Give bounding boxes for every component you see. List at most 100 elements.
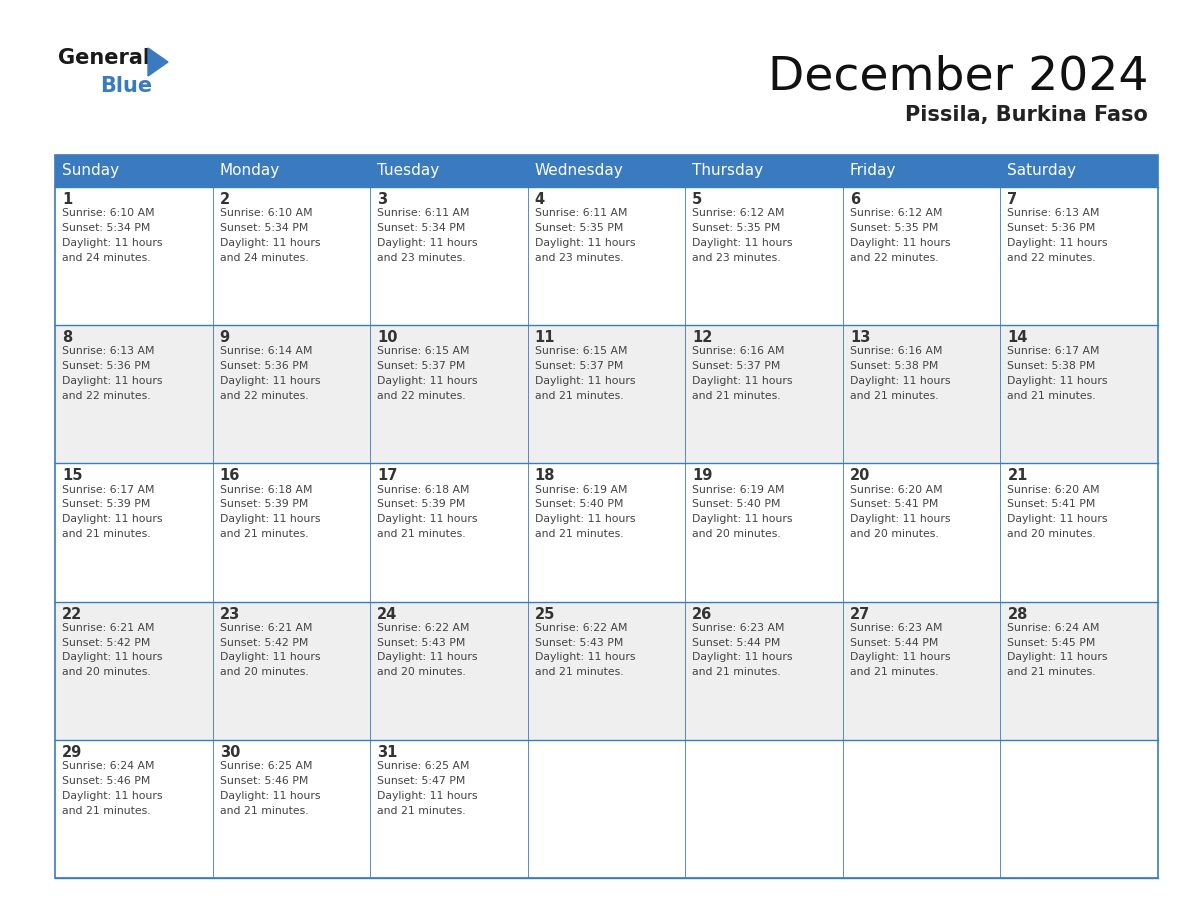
Bar bbox=[842, 325, 1000, 464]
Text: Daylight: 11 hours: Daylight: 11 hours bbox=[693, 238, 792, 248]
Text: and 23 minutes.: and 23 minutes. bbox=[377, 252, 466, 263]
Text: 15: 15 bbox=[62, 468, 82, 484]
Bar bbox=[213, 740, 371, 878]
Text: 7: 7 bbox=[1007, 192, 1018, 207]
Text: Daylight: 11 hours: Daylight: 11 hours bbox=[1007, 653, 1108, 663]
Bar bbox=[527, 601, 685, 740]
Text: Sunset: 5:40 PM: Sunset: 5:40 PM bbox=[535, 499, 624, 509]
Text: 24: 24 bbox=[377, 607, 398, 621]
Text: Sunset: 5:44 PM: Sunset: 5:44 PM bbox=[693, 638, 781, 648]
Text: Sunset: 5:41 PM: Sunset: 5:41 PM bbox=[1007, 499, 1095, 509]
Text: Daylight: 11 hours: Daylight: 11 hours bbox=[1007, 238, 1108, 248]
Text: and 21 minutes.: and 21 minutes. bbox=[535, 667, 624, 677]
Text: Blue: Blue bbox=[100, 76, 152, 96]
Text: Sunset: 5:39 PM: Sunset: 5:39 PM bbox=[220, 499, 308, 509]
Text: and 20 minutes.: and 20 minutes. bbox=[693, 529, 781, 539]
Bar bbox=[1000, 601, 1158, 740]
Text: Sunrise: 6:11 AM: Sunrise: 6:11 AM bbox=[377, 208, 469, 218]
Text: and 21 minutes.: and 21 minutes. bbox=[377, 806, 466, 815]
Text: 19: 19 bbox=[693, 468, 713, 484]
Text: 21: 21 bbox=[1007, 468, 1028, 484]
Text: and 23 minutes.: and 23 minutes. bbox=[535, 252, 624, 263]
Text: 28: 28 bbox=[1007, 607, 1028, 621]
Text: and 20 minutes.: and 20 minutes. bbox=[220, 667, 309, 677]
Text: Sunrise: 6:19 AM: Sunrise: 6:19 AM bbox=[535, 485, 627, 495]
Bar bbox=[371, 187, 527, 325]
Text: Daylight: 11 hours: Daylight: 11 hours bbox=[62, 514, 163, 524]
Text: Sunset: 5:43 PM: Sunset: 5:43 PM bbox=[377, 638, 466, 648]
Text: Sunset: 5:39 PM: Sunset: 5:39 PM bbox=[62, 499, 151, 509]
Text: 4: 4 bbox=[535, 192, 545, 207]
Text: Sunset: 5:38 PM: Sunset: 5:38 PM bbox=[1007, 362, 1095, 371]
Text: Sunrise: 6:22 AM: Sunrise: 6:22 AM bbox=[377, 622, 469, 633]
Text: Daylight: 11 hours: Daylight: 11 hours bbox=[377, 514, 478, 524]
Bar bbox=[527, 187, 685, 325]
Text: and 22 minutes.: and 22 minutes. bbox=[220, 391, 308, 401]
Text: 8: 8 bbox=[62, 330, 72, 345]
Text: 10: 10 bbox=[377, 330, 398, 345]
Text: Sunset: 5:36 PM: Sunset: 5:36 PM bbox=[220, 362, 308, 371]
Text: and 22 minutes.: and 22 minutes. bbox=[377, 391, 466, 401]
Text: and 22 minutes.: and 22 minutes. bbox=[849, 252, 939, 263]
Text: and 22 minutes.: and 22 minutes. bbox=[62, 391, 151, 401]
Text: Daylight: 11 hours: Daylight: 11 hours bbox=[849, 514, 950, 524]
Text: Wednesday: Wednesday bbox=[535, 163, 624, 178]
Text: Sunrise: 6:10 AM: Sunrise: 6:10 AM bbox=[220, 208, 312, 218]
Bar bbox=[1000, 187, 1158, 325]
Text: General: General bbox=[58, 48, 150, 68]
Text: Sunset: 5:34 PM: Sunset: 5:34 PM bbox=[62, 223, 151, 233]
Text: Sunrise: 6:25 AM: Sunrise: 6:25 AM bbox=[220, 761, 312, 771]
Text: Sunrise: 6:12 AM: Sunrise: 6:12 AM bbox=[693, 208, 785, 218]
Text: Daylight: 11 hours: Daylight: 11 hours bbox=[220, 238, 320, 248]
Text: Daylight: 11 hours: Daylight: 11 hours bbox=[693, 514, 792, 524]
Text: and 21 minutes.: and 21 minutes. bbox=[220, 806, 308, 815]
Text: Sunset: 5:46 PM: Sunset: 5:46 PM bbox=[220, 776, 308, 786]
Bar bbox=[842, 740, 1000, 878]
Text: 18: 18 bbox=[535, 468, 555, 484]
Bar bbox=[1000, 464, 1158, 601]
Text: Sunrise: 6:13 AM: Sunrise: 6:13 AM bbox=[1007, 208, 1100, 218]
Text: Sunset: 5:47 PM: Sunset: 5:47 PM bbox=[377, 776, 466, 786]
Text: Daylight: 11 hours: Daylight: 11 hours bbox=[535, 514, 636, 524]
Text: Sunrise: 6:10 AM: Sunrise: 6:10 AM bbox=[62, 208, 154, 218]
Bar bbox=[842, 601, 1000, 740]
Text: Sunrise: 6:22 AM: Sunrise: 6:22 AM bbox=[535, 622, 627, 633]
Text: and 21 minutes.: and 21 minutes. bbox=[220, 529, 308, 539]
Text: Daylight: 11 hours: Daylight: 11 hours bbox=[849, 653, 950, 663]
Bar bbox=[371, 325, 527, 464]
Bar bbox=[371, 740, 527, 878]
Text: Daylight: 11 hours: Daylight: 11 hours bbox=[377, 790, 478, 800]
Text: 30: 30 bbox=[220, 744, 240, 760]
Text: Sunrise: 6:16 AM: Sunrise: 6:16 AM bbox=[693, 346, 785, 356]
Bar bbox=[685, 601, 842, 740]
Text: and 21 minutes.: and 21 minutes. bbox=[1007, 391, 1097, 401]
Text: 3: 3 bbox=[377, 192, 387, 207]
Bar bbox=[1000, 740, 1158, 878]
Text: Tuesday: Tuesday bbox=[377, 163, 440, 178]
Bar bbox=[55, 740, 213, 878]
Text: Sunset: 5:43 PM: Sunset: 5:43 PM bbox=[535, 638, 623, 648]
Text: Daylight: 11 hours: Daylight: 11 hours bbox=[377, 653, 478, 663]
Text: Sunset: 5:35 PM: Sunset: 5:35 PM bbox=[849, 223, 939, 233]
Text: Daylight: 11 hours: Daylight: 11 hours bbox=[849, 376, 950, 386]
Bar bbox=[55, 325, 213, 464]
Text: Daylight: 11 hours: Daylight: 11 hours bbox=[62, 376, 163, 386]
Text: Sunrise: 6:24 AM: Sunrise: 6:24 AM bbox=[62, 761, 154, 771]
Text: Sunset: 5:42 PM: Sunset: 5:42 PM bbox=[220, 638, 308, 648]
Text: and 21 minutes.: and 21 minutes. bbox=[693, 667, 781, 677]
Text: and 20 minutes.: and 20 minutes. bbox=[377, 667, 466, 677]
Text: Sunrise: 6:21 AM: Sunrise: 6:21 AM bbox=[220, 622, 312, 633]
Text: Sunset: 5:46 PM: Sunset: 5:46 PM bbox=[62, 776, 151, 786]
Text: 16: 16 bbox=[220, 468, 240, 484]
Polygon shape bbox=[148, 48, 168, 76]
Bar bbox=[527, 740, 685, 878]
Text: 26: 26 bbox=[693, 607, 713, 621]
Text: Thursday: Thursday bbox=[693, 163, 764, 178]
Bar bbox=[842, 187, 1000, 325]
Text: Daylight: 11 hours: Daylight: 11 hours bbox=[1007, 376, 1108, 386]
Text: 1: 1 bbox=[62, 192, 72, 207]
Bar bbox=[527, 325, 685, 464]
Text: and 21 minutes.: and 21 minutes. bbox=[849, 667, 939, 677]
Text: Daylight: 11 hours: Daylight: 11 hours bbox=[535, 376, 636, 386]
Text: Sunrise: 6:15 AM: Sunrise: 6:15 AM bbox=[535, 346, 627, 356]
